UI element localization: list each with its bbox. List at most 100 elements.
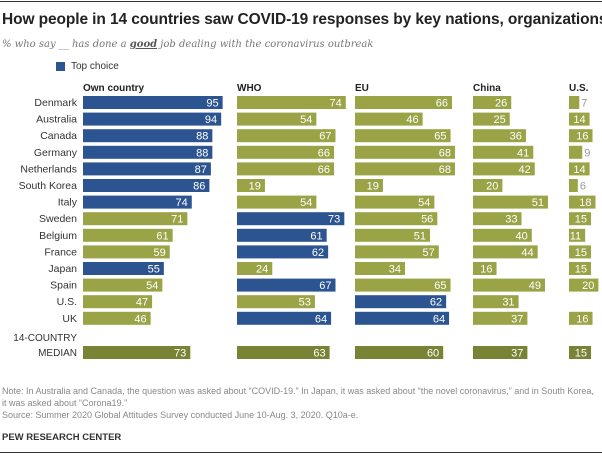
- subtitle-after: job dealing with the coronavirus outbrea…: [157, 39, 374, 50]
- bar-value: 15: [575, 264, 587, 276]
- bar: [473, 245, 538, 259]
- legend: Top choice: [56, 61, 119, 72]
- category-label: UK: [62, 313, 77, 325]
- bar-value: 66: [318, 147, 330, 159]
- bar: [237, 179, 265, 192]
- bar-value: 54: [300, 114, 312, 126]
- category-label: Italy: [58, 197, 78, 209]
- category-label: U.S.: [57, 296, 77, 308]
- footer-note: Note: In Australia and Canada, the quest…: [2, 386, 594, 408]
- top-rule: [0, 1, 602, 2]
- bar-value: 51: [414, 230, 426, 242]
- bar: [83, 195, 192, 209]
- bar: [237, 195, 317, 209]
- bar-value: 47: [136, 297, 148, 309]
- bar-value: 16: [576, 313, 588, 325]
- bar-value: 65: [434, 280, 446, 292]
- median-bar-value: 60: [427, 348, 439, 360]
- median-bar: [355, 346, 444, 359]
- median-bar: [569, 346, 592, 359]
- bar: [473, 96, 512, 109]
- bar-value: 46: [406, 114, 418, 126]
- median-label: MEDIAN: [38, 348, 77, 359]
- bar: [83, 162, 211, 176]
- bar-value: 16: [480, 264, 492, 276]
- column-header: Own country: [83, 83, 145, 94]
- bar-value: 41: [517, 147, 529, 159]
- bar: [569, 129, 593, 143]
- bar: [569, 262, 592, 275]
- category-label: Denmark: [34, 97, 77, 109]
- bar: [355, 162, 455, 176]
- bar: [569, 179, 578, 192]
- bar-value: 7: [581, 98, 587, 110]
- bar-value: 62: [430, 297, 442, 309]
- bar: [83, 179, 210, 192]
- bar: [237, 129, 336, 143]
- bar-value: 68: [439, 147, 451, 159]
- bar-value: 74: [176, 197, 188, 209]
- bar: [569, 278, 599, 292]
- bar: [473, 162, 535, 176]
- bar-value: 16: [576, 131, 588, 143]
- bar-value: 24: [256, 264, 268, 276]
- bar-value: 37: [511, 313, 523, 325]
- bar: [473, 295, 519, 309]
- bar-value: 67: [319, 280, 331, 292]
- bar: [237, 162, 335, 176]
- bottom-rule: [0, 452, 602, 453]
- legend-swatch: [56, 62, 65, 71]
- bar: [569, 311, 593, 325]
- bar-value: 19: [249, 181, 261, 193]
- bar: [355, 195, 435, 209]
- median-bar-value: 63: [313, 348, 325, 360]
- bar: [237, 278, 336, 292]
- bar: [569, 245, 592, 259]
- bar: [569, 162, 590, 176]
- bar: [355, 129, 451, 143]
- bar-value: 71: [171, 214, 183, 226]
- bar: [83, 145, 213, 159]
- bar: [473, 212, 522, 226]
- bar-value: 64: [315, 313, 327, 325]
- category-label: South Korea: [19, 180, 78, 192]
- column-header: U.S.: [569, 83, 589, 94]
- bar: [355, 212, 438, 226]
- median-label: 14-COUNTRY: [13, 333, 77, 344]
- category-label: Australia: [36, 114, 77, 126]
- bar: [473, 129, 526, 143]
- bar-value: 57: [423, 247, 435, 259]
- bar-value: 42: [518, 164, 530, 176]
- bar: [237, 112, 317, 126]
- bar: [237, 262, 273, 275]
- median-bar-value: 73: [174, 348, 186, 360]
- bar-value: 55: [148, 264, 160, 276]
- bar: [83, 262, 164, 275]
- bar: [83, 311, 151, 325]
- column-header: EU: [355, 83, 369, 94]
- bar-value: 94: [205, 114, 217, 126]
- bar: [355, 179, 383, 192]
- bar-value: 59: [153, 247, 165, 259]
- bar: [473, 278, 546, 292]
- bar-value: 20: [486, 181, 498, 193]
- bar: [237, 311, 332, 325]
- bar-value: 51: [532, 197, 544, 209]
- bar-value: 62: [312, 247, 324, 259]
- median-bar: [473, 346, 528, 359]
- bar: [569, 96, 580, 109]
- bar-value: 46: [134, 313, 146, 325]
- bar: [355, 112, 423, 126]
- bar-value: 34: [389, 264, 401, 276]
- bar: [569, 112, 590, 126]
- bar: [83, 212, 188, 226]
- bar: [83, 112, 222, 126]
- category-label: Sweden: [39, 213, 77, 225]
- bar: [473, 195, 548, 209]
- bar: [473, 228, 532, 242]
- bar-value: 87: [195, 164, 207, 176]
- bar: [569, 145, 583, 159]
- bar-value: 15: [575, 214, 587, 226]
- bar: [83, 129, 213, 143]
- category-label: France: [44, 246, 77, 258]
